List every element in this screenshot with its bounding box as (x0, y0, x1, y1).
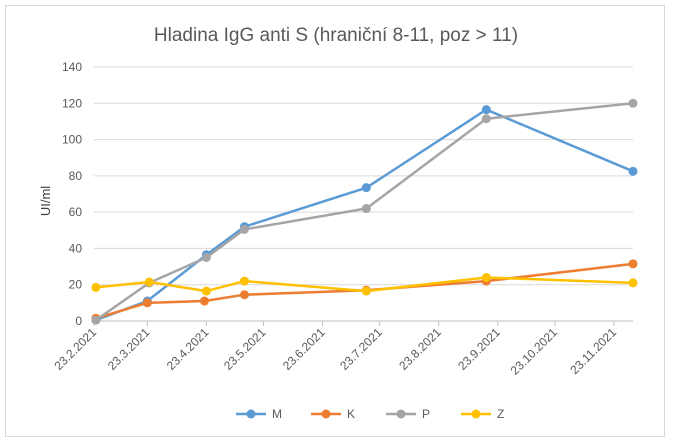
chart-title: Hladina IgG anti S (hraniční 8-11, poz >… (154, 25, 518, 46)
y-axis-label: UI/ml (38, 186, 53, 216)
data-point-Z (481, 272, 491, 282)
legend-marker (321, 409, 331, 419)
legend-label: M (272, 407, 282, 421)
data-point-P (239, 224, 249, 234)
data-point-P (91, 315, 101, 325)
y-tick-label: 60 (69, 205, 83, 219)
x-tick-label: 23.5.2021 (221, 325, 269, 373)
data-point-Z (361, 286, 371, 296)
data-point-Z (144, 277, 154, 287)
legend-label: P (422, 407, 430, 421)
y-tick-label: 40 (69, 241, 83, 255)
y-tick-label: 80 (69, 169, 83, 183)
data-point-Z (239, 276, 249, 286)
x-tick-label: 23.10.2021 (508, 325, 561, 378)
legend-marker (396, 409, 406, 419)
x-tick-label: 23.4.2021 (164, 325, 212, 373)
data-point-K (199, 296, 209, 306)
legend-marker (246, 409, 256, 419)
y-tick-label: 120 (62, 96, 82, 110)
data-point-Z (201, 286, 211, 296)
data-point-P (481, 114, 491, 124)
legend-item-M: M (236, 407, 282, 421)
legend-marker (471, 409, 481, 419)
data-point-K (239, 290, 249, 300)
data-point-K (142, 298, 152, 308)
y-tick-label: 20 (69, 278, 83, 292)
y-tick-label: 100 (62, 133, 82, 147)
chart-container: Hladina IgG anti S (hraniční 8-11, poz >… (5, 5, 665, 437)
x-tick-label: 23.8.2021 (396, 325, 444, 373)
y-tick-label: 140 (62, 60, 82, 74)
data-point-Z (628, 278, 638, 288)
y-tick-label: 0 (75, 314, 82, 328)
series-Z (91, 272, 638, 296)
data-point-M (628, 166, 638, 176)
x-tick-label: 23.2.2021 (51, 325, 99, 373)
x-tick-label: 23.7.2021 (337, 325, 385, 373)
legend-item-P: P (386, 407, 430, 421)
data-point-P (361, 204, 371, 214)
x-tick-label: 23.6.2021 (280, 325, 328, 373)
legend-item-Z: Z (461, 407, 504, 421)
legend-label: K (347, 407, 355, 421)
x-tick-label: 23.3.2021 (105, 325, 153, 373)
data-point-M (361, 183, 371, 193)
data-point-Z (91, 282, 101, 292)
legend-item-K: K (311, 407, 355, 421)
data-point-P (201, 253, 211, 262)
line-chart: Hladina IgG anti S (hraniční 8-11, poz >… (38, 25, 638, 421)
x-tick-label: 23.11.2021 (567, 325, 619, 377)
data-point-M (481, 105, 491, 115)
legend-label: Z (497, 407, 504, 421)
data-point-K (628, 259, 638, 269)
x-tick-label: 23.9.2021 (455, 325, 503, 373)
data-point-P (628, 98, 638, 108)
